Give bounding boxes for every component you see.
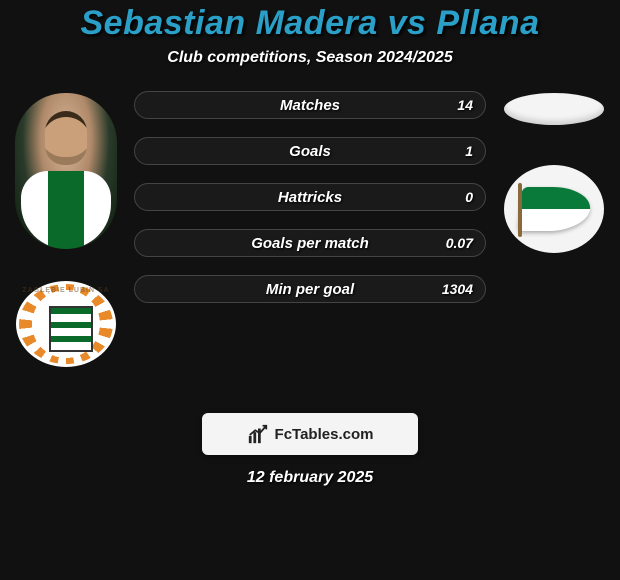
stats-list: Matches 14 Goals 1 Hattricks 0 Goals per match…	[126, 91, 494, 367]
lechia-gdansk-badge	[504, 165, 604, 253]
left-side	[6, 91, 126, 367]
stat-value-right: 1	[465, 143, 473, 159]
stat-label: Hattricks	[278, 189, 342, 206]
brand-box: FcTables.com	[202, 413, 418, 455]
stat-label: Goals per match	[251, 235, 369, 252]
player-photo-left	[15, 93, 117, 249]
stat-row: Matches 14	[134, 91, 486, 119]
brand-text: FcTables.com	[275, 426, 374, 443]
date-text: 12 february 2025	[0, 469, 620, 487]
columns: Matches 14 Goals 1 Hattricks 0 Goals per match…	[0, 91, 620, 367]
player-photo-right-empty	[504, 93, 604, 125]
right-side	[494, 91, 614, 367]
stat-value-right: 0	[465, 189, 473, 205]
stat-value-right: 0.07	[446, 235, 473, 251]
stat-row: Min per goal 1304	[134, 275, 486, 303]
stat-row: Goals 1	[134, 137, 486, 165]
subtitle: Club competitions, Season 2024/2025	[0, 49, 620, 67]
stat-value-right: 14	[457, 97, 473, 113]
stat-row: Goals per match 0.07	[134, 229, 486, 257]
stat-row: Hattricks 0	[134, 183, 486, 211]
page-title: Sebastian Madera vs Pllana	[0, 4, 620, 43]
stat-label: Min per goal	[266, 281, 354, 298]
stat-value-right: 1304	[442, 281, 473, 297]
comparison-card: Sebastian Madera vs Pllana Club competit…	[0, 0, 620, 580]
fctables-logo-icon	[247, 423, 269, 445]
stat-label: Goals	[289, 143, 331, 160]
stat-label: Matches	[280, 97, 340, 114]
zaglebie-lubin-badge	[16, 281, 116, 367]
